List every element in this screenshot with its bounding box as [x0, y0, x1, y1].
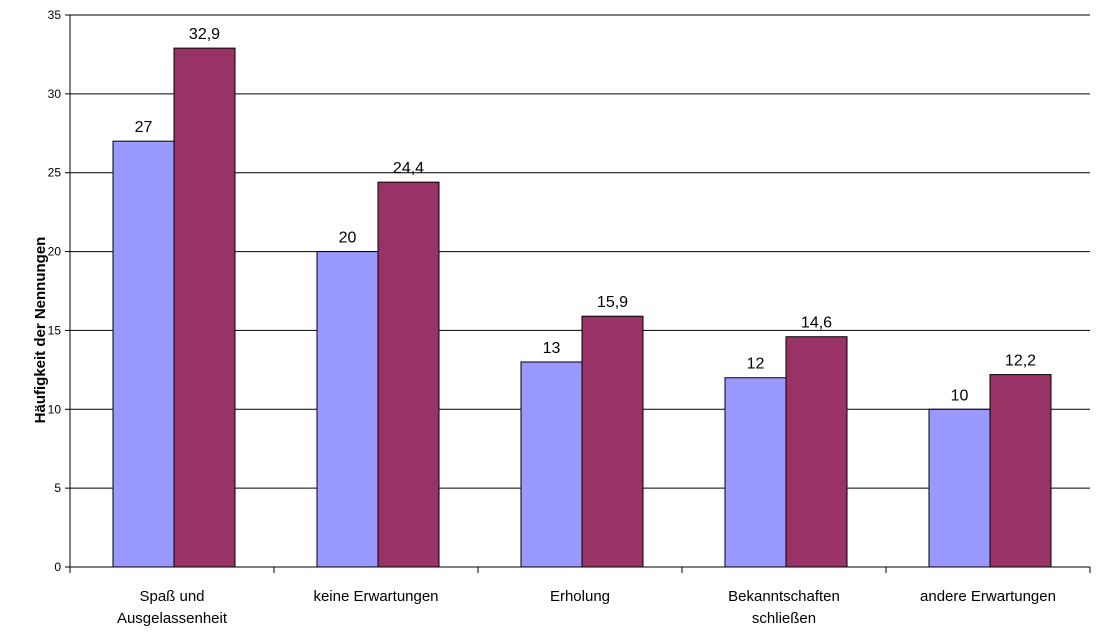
- category-label: Spaß und Ausgelassenheit: [117, 588, 228, 627]
- y-axis-title: Häufigkeit der Nennungen: [32, 237, 49, 424]
- category-label: Bekanntschaften schließen: [728, 588, 840, 627]
- data-label: 24,4: [393, 160, 424, 177]
- category-label: andere Erwartungen: [920, 588, 1056, 605]
- data-label: 32,9: [189, 26, 220, 43]
- bar: [377, 181, 440, 568]
- bar: [173, 47, 236, 568]
- y-tick-label: 30: [48, 87, 62, 101]
- bar: [520, 361, 583, 568]
- bar: [112, 140, 175, 568]
- labels: 0 5 10 15 20 25 30 35 27 32,9 Spaß und Ausgelassenh…: [48, 8, 1056, 627]
- y-tick-label: 15: [48, 323, 62, 337]
- bar: [724, 377, 787, 568]
- bar: [928, 408, 991, 568]
- data-label: 15,9: [597, 294, 628, 311]
- bar: [989, 374, 1052, 568]
- data-label: 13: [543, 340, 561, 357]
- data-label: 20: [339, 230, 357, 247]
- data-label: 12,2: [1005, 353, 1036, 370]
- bar: [785, 336, 848, 568]
- data-label: 14,6: [801, 315, 832, 332]
- gridlines: [70, 14, 1090, 489]
- category-label: keine Erwartungen: [313, 588, 438, 605]
- y-tick-label: 20: [48, 245, 62, 259]
- y-tick-label: 25: [48, 166, 62, 180]
- y-tick-label: 35: [48, 8, 62, 22]
- axes: [65, 14, 1091, 573]
- bar: [581, 315, 644, 568]
- data-label: 27: [135, 119, 153, 136]
- data-label: 10: [951, 387, 969, 404]
- bar: [316, 251, 379, 568]
- y-tick-label: 0: [54, 560, 61, 574]
- y-tick-label: 5: [54, 481, 61, 495]
- y-tick-label: 10: [48, 402, 62, 416]
- bars: [112, 47, 1052, 568]
- category-label: Erholung: [550, 588, 610, 605]
- data-label: 12: [747, 356, 765, 373]
